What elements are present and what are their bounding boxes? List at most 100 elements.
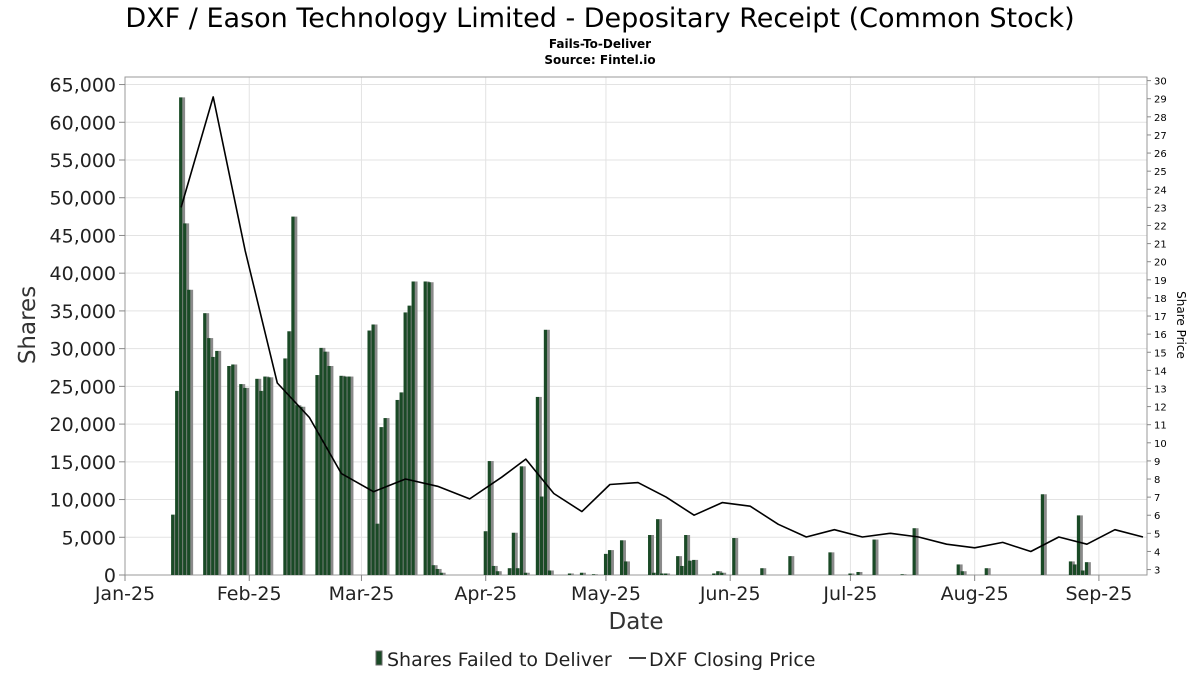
fail-bar-shadow: [735, 538, 739, 575]
fail-bar-shadow: [218, 350, 222, 575]
fail-bar: [688, 560, 692, 575]
y-tick-label: 30,000: [50, 339, 116, 361]
fail-bar-shadow: [959, 564, 963, 575]
fail-bar: [692, 559, 696, 575]
fail-bar-shadow: [190, 289, 194, 575]
fail-bar-shadow: [550, 570, 554, 575]
fail-bar: [720, 572, 724, 575]
fail-bar: [483, 531, 487, 575]
fail-bar: [371, 324, 375, 575]
fail-bar-shadow: [350, 376, 354, 575]
fail-bar-shadow: [610, 550, 614, 575]
fail-bar-shadow: [442, 572, 446, 575]
fail-bar: [760, 568, 764, 575]
y2-tick-label: 24: [1154, 185, 1167, 196]
fail-bar-shadow: [723, 572, 727, 575]
fail-bar: [243, 387, 247, 575]
fail-bar: [411, 281, 415, 575]
fail-bar: [523, 572, 527, 575]
y2-tick-label: 29: [1154, 95, 1167, 106]
fail-bar: [680, 565, 684, 575]
y-tick-label: 25,000: [50, 376, 116, 398]
fail-bar: [507, 568, 511, 575]
y-tick-label: 60,000: [50, 112, 116, 134]
x-tick-label: Mar-25: [329, 583, 395, 605]
fail-bar: [591, 574, 596, 575]
fail-bar-shadow: [1087, 562, 1091, 575]
fail-bar-shadow: [526, 572, 530, 575]
fail-bar: [319, 347, 323, 575]
y2-tick-label: 8: [1154, 475, 1160, 486]
fail-bar-shadow: [1043, 494, 1047, 575]
fail-bar: [215, 350, 219, 575]
fail-bar: [1076, 515, 1081, 575]
x-axis-title: Date: [609, 609, 664, 635]
y-tick-label: 5,000: [62, 527, 116, 549]
fail-bar-shadow: [987, 568, 991, 575]
y2-tick-label: 23: [1154, 203, 1167, 214]
fail-bar-shadow: [522, 466, 526, 575]
right-axis-ticks: 3 4 5 6 7 8 9 10 11 12 13 14 15 16 17 18 19 20 21 22 23 24 25 2…: [1147, 77, 1167, 577]
x-tick-label: Sep-25: [1065, 583, 1132, 605]
fail-bar: [439, 572, 443, 575]
fail-bar: [487, 461, 491, 575]
x-tick-label: Jun-25: [699, 583, 761, 605]
fail-bar: [1084, 562, 1089, 575]
fail-bar: [684, 535, 688, 575]
fail-bar: [960, 571, 964, 575]
fail-bar: [491, 565, 495, 575]
x-tick-label: Jan-25: [94, 583, 155, 605]
fail-bar-shadow: [791, 556, 795, 575]
fail-bar: [567, 573, 572, 575]
y-tick-label: 40,000: [50, 263, 116, 285]
fail-bar: [207, 338, 211, 575]
fail-bar-shadow: [594, 574, 598, 575]
fail-bar: [828, 552, 832, 575]
x-tick-label: Feb-25: [217, 583, 282, 605]
fail-bar-shadow: [490, 461, 494, 575]
y2-tick-label: 7: [1154, 493, 1160, 504]
fail-bar-shadow: [430, 282, 434, 575]
fail-bar-shadow: [622, 540, 626, 575]
fail-bar: [1080, 570, 1085, 575]
chart-source: Source: Fintel.io: [544, 53, 655, 67]
y-tick-label: 10,000: [50, 490, 116, 512]
x-tick-label: Jul-25: [822, 583, 877, 605]
y2-tick-label: 10: [1154, 439, 1167, 450]
y-tick-label: 50,000: [50, 188, 116, 210]
fail-bar: [295, 405, 299, 575]
fail-bar: [259, 390, 263, 575]
fail-bar-shadow: [302, 406, 306, 575]
fail-bar: [732, 538, 736, 575]
y-tick-label: 35,000: [50, 301, 116, 323]
legend: Shares Failed to Deliver DXF Closing Pri…: [375, 649, 815, 671]
fail-bar: [427, 282, 431, 575]
fail-bar-shadow: [414, 281, 418, 575]
fail-bar: [623, 561, 628, 575]
fail-bar-shadow: [270, 377, 274, 575]
fail-bar-shadow: [687, 535, 691, 575]
x-tick-label: Aug-25: [941, 583, 1009, 605]
y2-tick-label: 6: [1154, 511, 1160, 522]
fail-bar: [423, 281, 427, 575]
fail-bar-shadow: [514, 532, 518, 575]
fail-bar: [283, 358, 287, 575]
y2-tick-label: 9: [1154, 457, 1160, 468]
fail-bar: [431, 565, 435, 575]
chart-title: DXF / Eason Technology Limited - Deposit…: [125, 3, 1074, 34]
y-axis-title: Shares: [15, 286, 41, 364]
fail-bar: [900, 574, 904, 575]
fail-bar: [263, 376, 267, 575]
fail-bar: [179, 97, 183, 575]
fail-bar-shadow: [330, 365, 334, 575]
fail-bar: [984, 568, 988, 575]
fail-bar-shadow: [915, 528, 919, 575]
y2-tick-label: 4: [1154, 547, 1160, 558]
fail-bar-shadow: [875, 539, 879, 575]
fail-bar: [652, 572, 656, 575]
fail-bar: [956, 564, 960, 575]
fail-bar-shadow: [374, 324, 378, 575]
fail-bar: [175, 390, 179, 575]
fail-bar: [607, 550, 612, 575]
